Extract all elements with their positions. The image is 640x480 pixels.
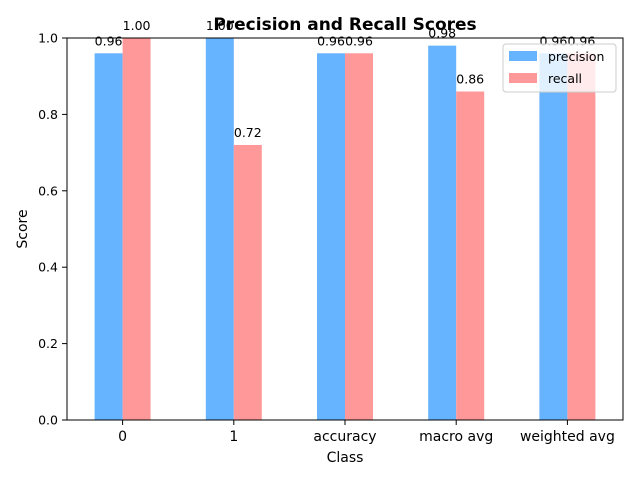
y-tick-label: 0.0 [38, 413, 58, 428]
data-labels-layer: 0.961.000.960.980.961.000.720.960.860.96 [95, 18, 596, 140]
bar-precision-weighted-avg [539, 53, 568, 420]
y-tick-label: 0.8 [38, 107, 58, 122]
x-tick-label: weighted avg [520, 429, 615, 445]
y-tick-label: 0.2 [38, 336, 58, 351]
data-label-precision-1: 1.00 [206, 18, 234, 33]
data-label-recall-macro-avg: 0.86 [456, 71, 484, 86]
legend-swatch-precision [509, 51, 537, 61]
x-axis-label: Class [327, 450, 364, 466]
legend-swatch-recall [509, 73, 537, 83]
y-tick-label: 0.6 [38, 183, 58, 198]
bar-precision-1 [205, 38, 234, 420]
y-tick-label: 1.0 [38, 31, 58, 46]
data-label-precision-macro-avg: 0.98 [428, 26, 456, 41]
x-tick-label: accuracy [313, 429, 376, 445]
bar-recall-1 [233, 144, 262, 420]
bar-recall-accuracy [345, 53, 373, 420]
x-tick-label: 1 [229, 429, 238, 445]
bar-recall-0 [122, 38, 151, 420]
data-label-recall-1: 0.72 [234, 125, 262, 140]
legend: precision recall [502, 43, 617, 93]
chart-title: Precision and Recall Scores [213, 15, 476, 35]
bar-precision-macro-avg [428, 45, 457, 420]
y-axis-label: Score [15, 209, 31, 248]
legend-label-precision: precision [548, 49, 604, 64]
bar-precision-0 [94, 53, 123, 420]
x-axis: 0 1 accuracy macro avg weighted avg [118, 420, 615, 445]
data-label-recall-accuracy: 0.96 [345, 33, 373, 48]
bar-recall-weighted-avg [567, 53, 596, 420]
x-tick-label: macro avg [419, 429, 493, 445]
legend-label-recall: recall [548, 71, 582, 86]
bars-layer [94, 38, 596, 420]
x-tick-label: 0 [118, 429, 127, 445]
y-axis: 0.0 0.2 0.4 0.6 0.8 1.0 [38, 31, 67, 428]
bar-recall-macro-avg [456, 91, 485, 420]
y-tick-label: 0.4 [38, 260, 58, 275]
bar-precision-accuracy [317, 53, 345, 420]
data-label-precision-0: 0.96 [95, 33, 123, 48]
data-label-recall-0: 1.00 [123, 18, 151, 33]
data-label-precision-accuracy: 0.96 [317, 33, 345, 48]
